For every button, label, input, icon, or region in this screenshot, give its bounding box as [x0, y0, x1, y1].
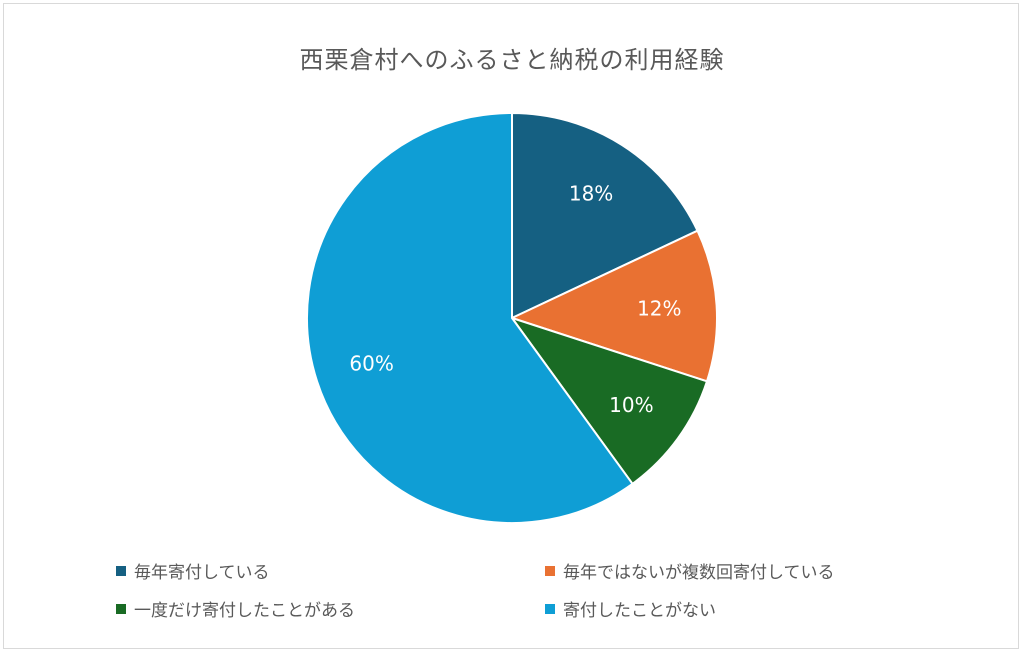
legend-item-2: 毎年ではないが複数回寄付している: [545, 558, 835, 583]
pie-slice-every-year: [511, 111, 699, 320]
data-label-never: 60%: [349, 352, 393, 376]
legend-label-2: 毎年ではないが複数回寄付している: [563, 563, 835, 583]
legend-item-4: 寄付したことがない: [545, 596, 716, 621]
pie-slice-never: [306, 111, 634, 524]
data-label-every-year: 18%: [569, 181, 613, 205]
pie-slice-once: [509, 316, 709, 486]
legend-swatch-4: [545, 603, 555, 614]
legend-label-4: 寄付したことがない: [563, 601, 716, 621]
chart-title: 西栗倉村へのふるさと納税の利用経験: [299, 46, 725, 74]
legend-swatch-2: [545, 565, 555, 576]
data-label-multiple-times: 12%: [637, 297, 681, 321]
data-label-once: 10%: [609, 393, 653, 417]
legend-swatch-1: [116, 565, 126, 576]
legend-label-3: 一度だけ寄付したことがある: [134, 601, 355, 621]
legend-item-1: 毎年寄付している: [116, 558, 270, 583]
pie-slice-multiple-times: [509, 229, 718, 383]
legend-swatch-3: [116, 603, 126, 614]
legend-label-1: 毎年寄付している: [134, 563, 270, 583]
legend-item-3: 一度だけ寄付したことがある: [116, 596, 355, 621]
